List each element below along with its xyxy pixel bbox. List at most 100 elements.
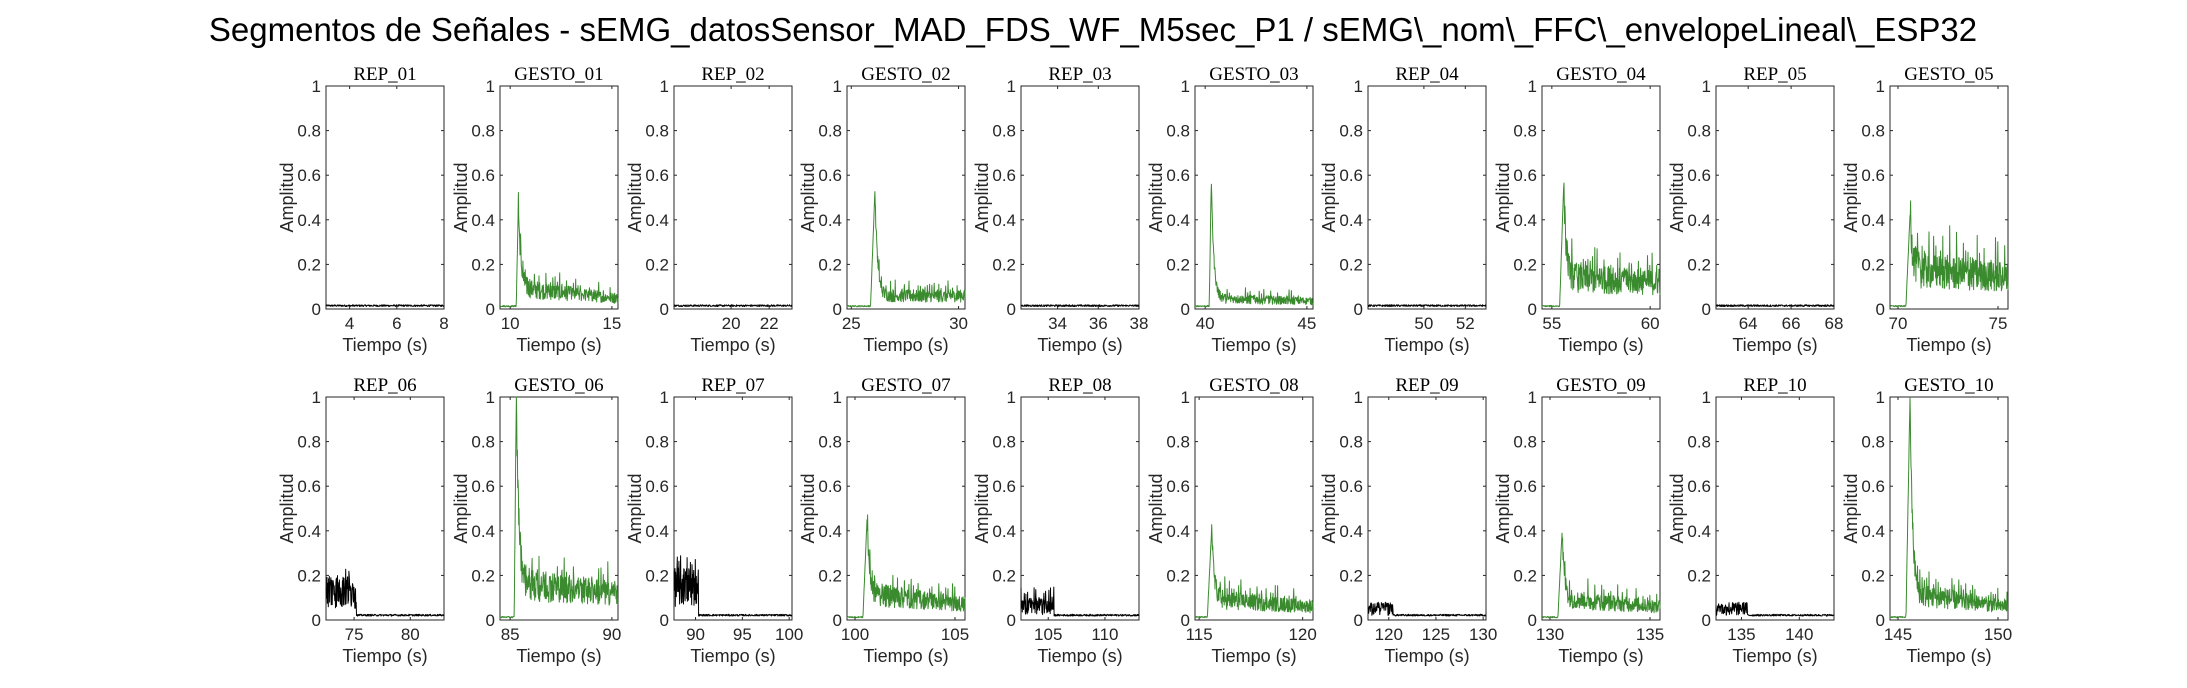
subplot-title: REP_04 [1395, 64, 1459, 85]
y-tick-label: 0 [1702, 611, 1711, 630]
y-tick-label: 0.4 [818, 522, 842, 541]
subplot-gesto-01: 0 0.2 0.4 0.6 0.8 1 10 15 GESTO_01 Tiempo (s) Ampl… [451, 64, 621, 355]
y-tick-label: 1 [312, 77, 321, 96]
y-axis-label: Amplitud [798, 162, 818, 232]
signal-line [1541, 532, 1661, 619]
y-tick-label: 0 [1354, 611, 1363, 630]
x-tick-label: 80 [401, 625, 420, 644]
x-tick-label: 55 [1542, 314, 1561, 333]
x-tick-label: 8 [439, 314, 448, 333]
y-tick-label: 0.2 [1166, 255, 1190, 274]
subplot-rep-02: 0 0.2 0.4 0.6 0.8 1 20 22 REP_02 Tiempo (s) Amplit… [625, 64, 793, 355]
y-tick-label: 0.4 [992, 522, 1016, 541]
y-tick-label: 1 [1354, 388, 1363, 407]
y-tick-label: 0 [1181, 611, 1190, 630]
x-tick-label: 100 [841, 625, 869, 644]
x-tick-label: 145 [1884, 625, 1912, 644]
y-tick-label: 1 [1181, 388, 1190, 407]
y-tick-label: 0.6 [1687, 166, 1711, 185]
x-tick-label: 105 [1034, 625, 1062, 644]
y-tick-label: 1 [1181, 77, 1190, 96]
y-tick-label: 0 [833, 300, 842, 319]
x-tick-label: 50 [1414, 314, 1433, 333]
x-tick-label: 38 [1130, 314, 1149, 333]
y-axis-label: Amplitud [1146, 162, 1166, 232]
signal-line [1194, 183, 1314, 308]
y-tick-label: 0.4 [645, 522, 669, 541]
y-tick-label: 0.6 [297, 477, 321, 496]
x-tick-label: 70 [1889, 314, 1908, 333]
x-axis-label: Tiempo (s) [516, 646, 601, 666]
y-tick-label: 0.2 [992, 566, 1016, 585]
x-tick-label: 130 [1536, 625, 1564, 644]
x-tick-label: 150 [1984, 625, 2012, 644]
subplot-rep-10: 0 0.2 0.4 0.6 0.8 1 135 140 REP_10 Tiempo (s) Ampl… [1667, 375, 1835, 666]
plot-area [1541, 396, 1661, 621]
signal-line [1889, 200, 2009, 308]
y-tick-label: 1 [1702, 77, 1711, 96]
y-tick-label: 0.6 [1166, 477, 1190, 496]
y-tick-label: 1 [312, 388, 321, 407]
y-tick-label: 0.2 [1339, 566, 1363, 585]
subplot-rep-04: 0 0.2 0.4 0.6 0.8 1 50 52 REP_04 Tiempo (s) Amplit… [1319, 64, 1487, 355]
x-tick-label: 25 [842, 314, 861, 333]
y-tick-label: 1 [660, 388, 669, 407]
plot-area [1367, 396, 1487, 621]
x-tick-label: 60 [1641, 314, 1660, 333]
y-tick-label: 0.6 [1513, 477, 1537, 496]
x-axis-label: Tiempo (s) [1732, 335, 1817, 355]
x-tick-label: 22 [760, 314, 779, 333]
signal-line [1367, 304, 1487, 307]
subplot-gesto-02: 0 0.2 0.4 0.6 0.8 1 25 30 GESTO_02 Tiempo (s) Ampl… [798, 64, 968, 355]
y-tick-label: 0.8 [471, 122, 495, 141]
y-tick-label: 0.2 [1861, 255, 1885, 274]
y-tick-label: 1 [1876, 77, 1885, 96]
y-tick-label: 0.4 [1166, 211, 1190, 230]
x-tick-label: 66 [1782, 314, 1801, 333]
x-axis-label: Tiempo (s) [1211, 335, 1296, 355]
y-tick-label: 1 [833, 77, 842, 96]
y-tick-label: 0.2 [645, 255, 669, 274]
y-axis-label: Amplitud [1493, 162, 1513, 232]
y-tick-label: 0.4 [297, 522, 321, 541]
plot-area [1020, 396, 1140, 621]
y-tick-label: 0.6 [1687, 477, 1711, 496]
x-axis-label: Tiempo (s) [1211, 646, 1296, 666]
subplot-gesto-08: 0 0.2 0.4 0.6 0.8 1 115 120 GESTO_08 Tiempo (s) Am… [1146, 375, 1317, 666]
y-tick-label: 0.8 [818, 433, 842, 452]
y-tick-label: 0.4 [1513, 211, 1537, 230]
subplot-title: GESTO_01 [514, 64, 603, 85]
x-tick-label: 40 [1196, 314, 1215, 333]
y-tick-label: 0 [1354, 300, 1363, 319]
subplot-gesto-06: 0 0.2 0.4 0.6 0.8 1 85 90 GESTO_06 Tiempo (s) Ampl… [451, 375, 621, 666]
y-tick-label: 0.4 [1513, 522, 1537, 541]
subplot-title: GESTO_10 [1904, 375, 1993, 396]
y-axis-label: Amplitud [972, 162, 992, 232]
y-axis-label: Amplitud [1146, 473, 1166, 543]
y-tick-label: 0.6 [1339, 477, 1363, 496]
y-tick-label: 0 [1528, 611, 1537, 630]
y-tick-label: 0.2 [818, 566, 842, 585]
signal-line [1194, 524, 1314, 619]
subplot-rep-07: 0 0.2 0.4 0.6 0.8 1 90 95 100 REP_07 Tiempo (s) Amp… [625, 375, 803, 666]
x-tick-label: 110 [1091, 625, 1118, 644]
x-tick-label: 64 [1739, 314, 1758, 333]
x-tick-label: 130 [1469, 625, 1497, 644]
y-tick-label: 0.8 [297, 122, 321, 141]
y-tick-label: 0.2 [297, 566, 321, 585]
x-axis-label: Tiempo (s) [516, 335, 601, 355]
subplot-title: REP_06 [353, 375, 416, 396]
y-tick-label: 1 [1007, 77, 1016, 96]
plot-area [325, 85, 445, 310]
x-tick-label: 4 [345, 314, 354, 333]
plot-area [1715, 85, 1835, 310]
subplot-title: GESTO_06 [514, 375, 603, 396]
x-tick-label: 20 [722, 314, 741, 333]
y-tick-label: 0.4 [1166, 522, 1190, 541]
x-axis-label: Tiempo (s) [1384, 335, 1469, 355]
y-tick-label: 0.8 [1861, 433, 1885, 452]
subplot-title: GESTO_07 [861, 375, 950, 396]
x-axis-label: Tiempo (s) [1906, 646, 1991, 666]
x-tick-label: 30 [949, 314, 968, 333]
